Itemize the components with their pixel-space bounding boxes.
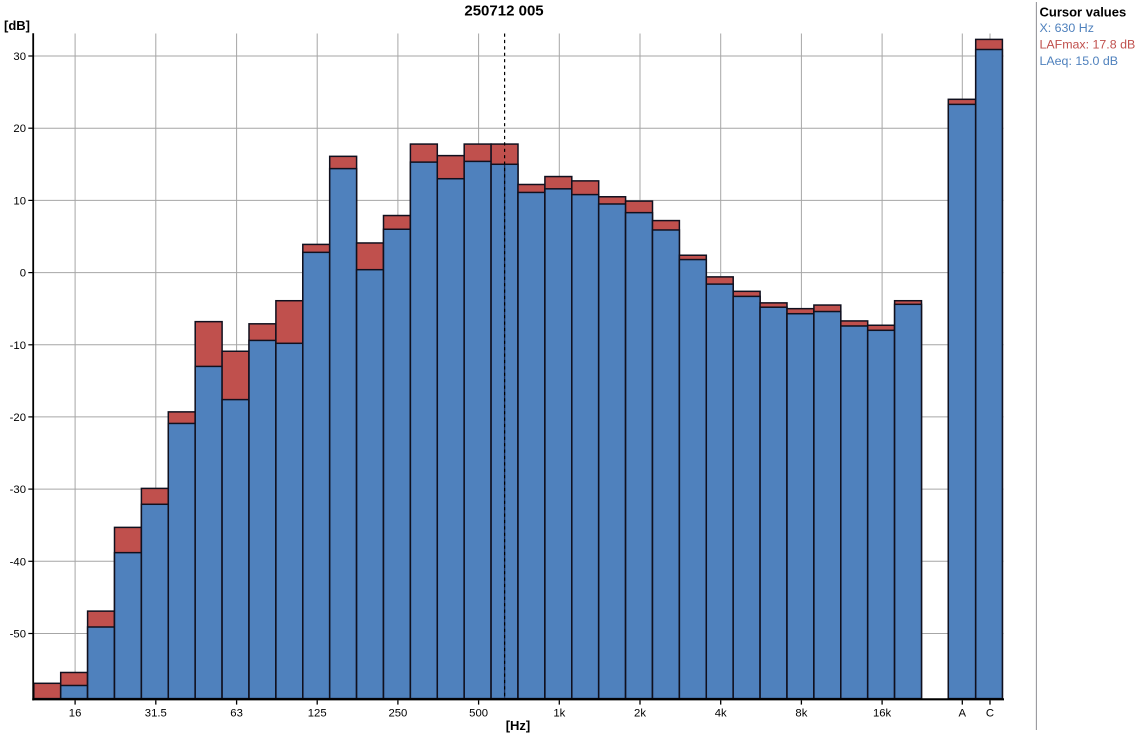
svg-text:125: 125 (308, 708, 327, 720)
svg-text:250712 005: 250712 005 (464, 3, 543, 20)
svg-text:LAFmax: 17.8 dB: LAFmax: 17.8 dB (1040, 38, 1136, 52)
svg-text:-10: -10 (10, 340, 26, 352)
svg-text:[Hz]: [Hz] (506, 718, 531, 733)
svg-text:A: A (959, 708, 967, 720)
svg-text:250: 250 (388, 708, 407, 720)
svg-text:-40: -40 (10, 556, 26, 568)
svg-text:30: 30 (13, 51, 26, 63)
svg-text:16k: 16k (873, 708, 892, 720)
svg-text:2k: 2k (634, 708, 646, 720)
svg-text:-20: -20 (10, 412, 26, 424)
svg-text:31.5: 31.5 (145, 708, 167, 720)
svg-text:4k: 4k (715, 708, 727, 720)
svg-text:-30: -30 (10, 484, 26, 496)
svg-text:1k: 1k (553, 708, 565, 720)
svg-text:-50: -50 (10, 629, 26, 641)
svg-text:8k: 8k (795, 708, 807, 720)
svg-text:Cursor values: Cursor values (1040, 4, 1127, 19)
svg-text:C: C (986, 708, 994, 720)
svg-text:[dB]: [dB] (4, 18, 30, 33)
svg-text:0: 0 (20, 268, 26, 280)
svg-text:10: 10 (13, 195, 26, 207)
svg-text:63: 63 (230, 708, 243, 720)
svg-text:500: 500 (469, 708, 488, 720)
svg-text:20: 20 (13, 123, 26, 135)
svg-text:X: 630 Hz: X: 630 Hz (1040, 21, 1094, 35)
svg-text:16: 16 (69, 708, 82, 720)
svg-text:LAeq: 15.0 dB: LAeq: 15.0 dB (1040, 54, 1119, 68)
